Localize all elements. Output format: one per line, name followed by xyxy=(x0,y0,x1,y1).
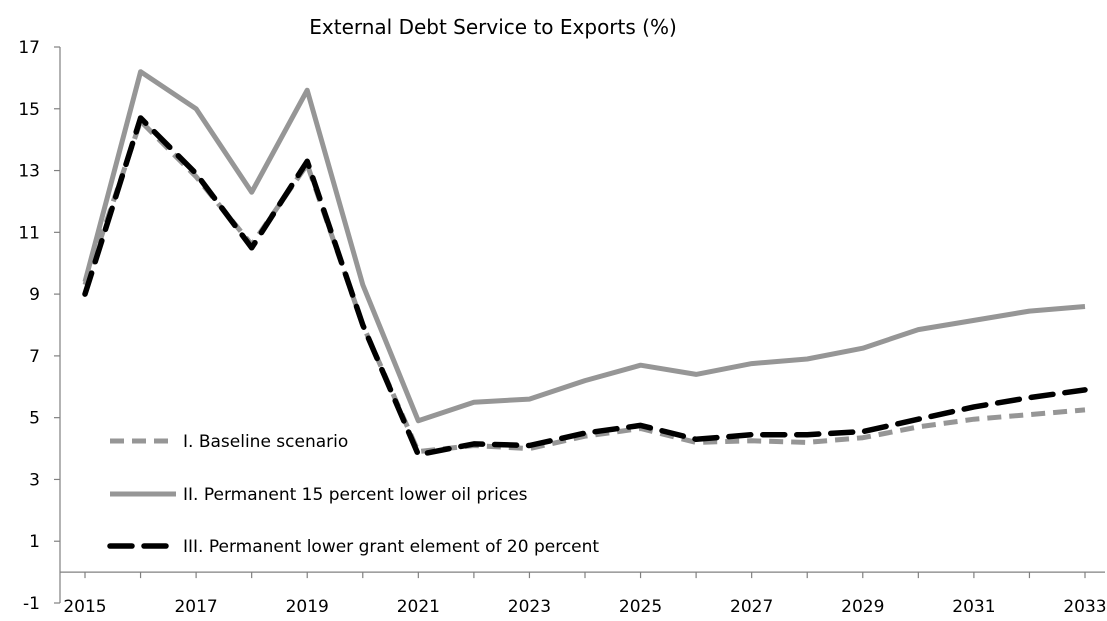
y-tick-label: 11 xyxy=(18,223,40,243)
x-tick-label: 2029 xyxy=(841,597,884,617)
legend-label-2: II. Permanent 15 percent lower oil price… xyxy=(183,485,528,505)
series-line-2 xyxy=(82,69,1086,424)
y-tick-label: 3 xyxy=(29,470,40,490)
legend: I. Baseline scenario II. Permanent 15 per… xyxy=(107,432,599,557)
x-tick-label: 2023 xyxy=(508,597,551,617)
chart-title: External Debt Service to Exports (%) xyxy=(309,15,677,39)
x-tick-label: 2027 xyxy=(730,597,773,617)
y-tick-label: 5 xyxy=(29,409,40,429)
x-tick-label: 2021 xyxy=(397,597,440,617)
series-layer xyxy=(82,69,1088,458)
x-tick-label: 2031 xyxy=(952,597,995,617)
y-tick-label: 9 xyxy=(29,285,40,305)
y-tick-label: 1 xyxy=(29,532,40,552)
y-tick-label: 7 xyxy=(29,347,40,367)
series-line-3 xyxy=(82,115,1088,458)
y-tick-label: 17 xyxy=(18,38,40,58)
x-tick-label: 2017 xyxy=(174,597,217,617)
legend-label-3: III. Permanent lower grant element of 20… xyxy=(183,537,599,557)
legend-label-1: I. Baseline scenario xyxy=(183,432,348,452)
x-tick-label: 2015 xyxy=(63,597,106,617)
y-tick-label: 15 xyxy=(18,100,40,120)
x-tick-label: 2025 xyxy=(619,597,662,617)
x-tick-label: 2019 xyxy=(286,597,329,617)
y-tick-label: -1 xyxy=(23,594,40,614)
y-tick-label: 13 xyxy=(18,162,40,182)
x-tick-label: 2033 xyxy=(1063,597,1106,617)
